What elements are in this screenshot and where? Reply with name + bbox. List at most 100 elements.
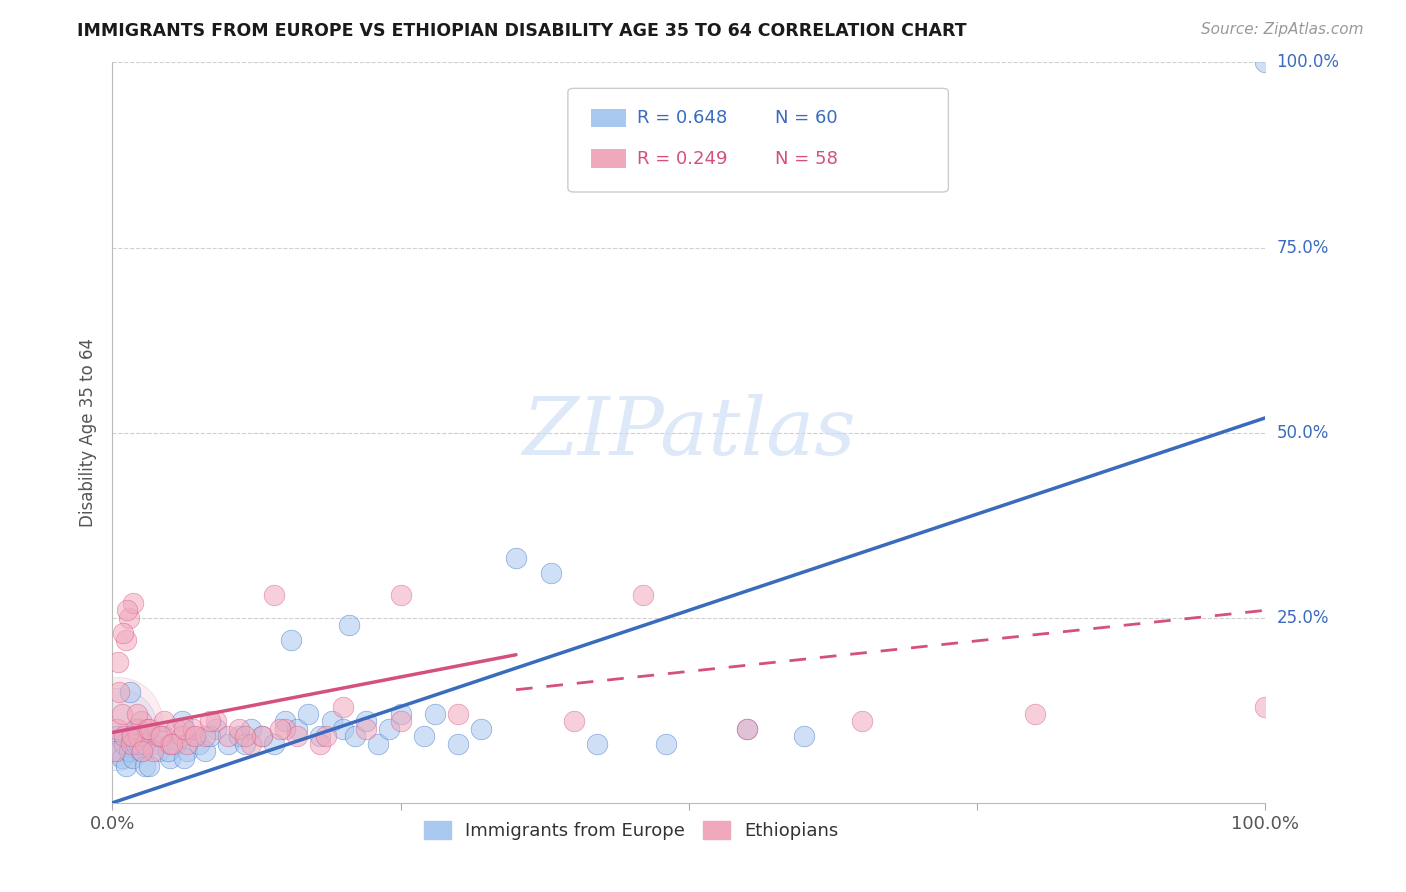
Point	[176, 744, 198, 758]
Point	[217, 729, 239, 743]
Point	[412, 729, 434, 743]
Point	[159, 737, 181, 751]
Point	[263, 737, 285, 751]
Point	[655, 737, 678, 751]
Point	[233, 729, 256, 743]
Point	[239, 737, 262, 751]
Point	[181, 722, 204, 736]
Point	[205, 722, 228, 736]
Point	[165, 722, 187, 736]
Point	[149, 729, 172, 743]
Point	[122, 596, 145, 610]
Point	[173, 751, 195, 765]
Point	[735, 722, 758, 736]
Point	[165, 737, 187, 751]
Point	[162, 737, 184, 751]
Point	[176, 737, 198, 751]
Point	[159, 751, 181, 765]
Point	[389, 589, 412, 603]
Point	[115, 758, 138, 772]
Point	[354, 722, 377, 736]
Point	[280, 632, 302, 647]
Point	[1254, 55, 1277, 70]
Point	[124, 737, 146, 751]
Point	[343, 729, 366, 743]
Point	[1254, 699, 1277, 714]
Point	[505, 551, 527, 566]
Point	[121, 729, 143, 743]
Point	[562, 714, 585, 729]
Point	[127, 722, 149, 736]
Point	[447, 706, 470, 721]
Point	[793, 729, 815, 743]
Point	[205, 714, 228, 729]
Point	[735, 722, 758, 736]
Point	[136, 722, 159, 736]
Point	[153, 714, 176, 729]
Point	[117, 744, 139, 758]
Point	[129, 744, 153, 758]
Point	[142, 744, 165, 758]
Point	[252, 729, 274, 743]
Point	[104, 744, 127, 758]
Point	[184, 729, 207, 743]
Point	[315, 729, 337, 743]
Point	[332, 722, 354, 736]
Point	[131, 744, 153, 758]
Point	[122, 751, 145, 765]
Point	[389, 706, 412, 721]
Point	[309, 729, 332, 743]
Point	[389, 714, 412, 729]
Text: N = 58: N = 58	[776, 150, 838, 168]
Point	[194, 729, 217, 743]
Point	[285, 729, 308, 743]
Point	[263, 589, 285, 603]
Point	[173, 722, 195, 736]
Point	[120, 737, 142, 751]
Point	[228, 722, 250, 736]
Point	[228, 729, 250, 743]
Point	[851, 714, 873, 729]
Y-axis label: Disability Age 35 to 64: Disability Age 35 to 64	[79, 338, 97, 527]
Point	[239, 722, 262, 736]
Point	[124, 722, 146, 736]
Point	[127, 729, 149, 743]
Point	[309, 737, 332, 751]
Point	[631, 589, 654, 603]
Point	[274, 714, 297, 729]
Point	[105, 729, 128, 743]
Text: N = 60: N = 60	[776, 109, 838, 127]
Text: Source: ZipAtlas.com: Source: ZipAtlas.com	[1201, 22, 1364, 37]
Point	[447, 737, 470, 751]
Point	[332, 699, 354, 714]
Point	[425, 706, 447, 721]
Point	[470, 722, 492, 736]
Point	[128, 737, 150, 751]
Point	[297, 706, 319, 721]
Point	[337, 618, 360, 632]
Text: ZIPatlas: ZIPatlas	[522, 394, 856, 471]
Point	[354, 714, 377, 729]
Point	[125, 706, 148, 721]
Text: 50.0%: 50.0%	[1277, 424, 1329, 442]
Point	[269, 722, 291, 736]
Point	[107, 714, 129, 729]
Point	[111, 625, 134, 640]
Point	[148, 729, 170, 743]
Point	[134, 758, 156, 772]
Point	[105, 722, 128, 736]
Point	[138, 722, 160, 736]
FancyBboxPatch shape	[591, 150, 626, 168]
Point	[115, 632, 138, 647]
Point	[194, 744, 217, 758]
Point	[156, 744, 179, 758]
Point	[170, 729, 193, 743]
Point	[120, 729, 142, 743]
Point	[112, 729, 135, 743]
Point	[233, 737, 256, 751]
Text: R = 0.648: R = 0.648	[637, 109, 727, 127]
Point	[118, 685, 141, 699]
Point	[104, 722, 127, 736]
Point	[200, 714, 222, 729]
Point	[111, 706, 134, 721]
